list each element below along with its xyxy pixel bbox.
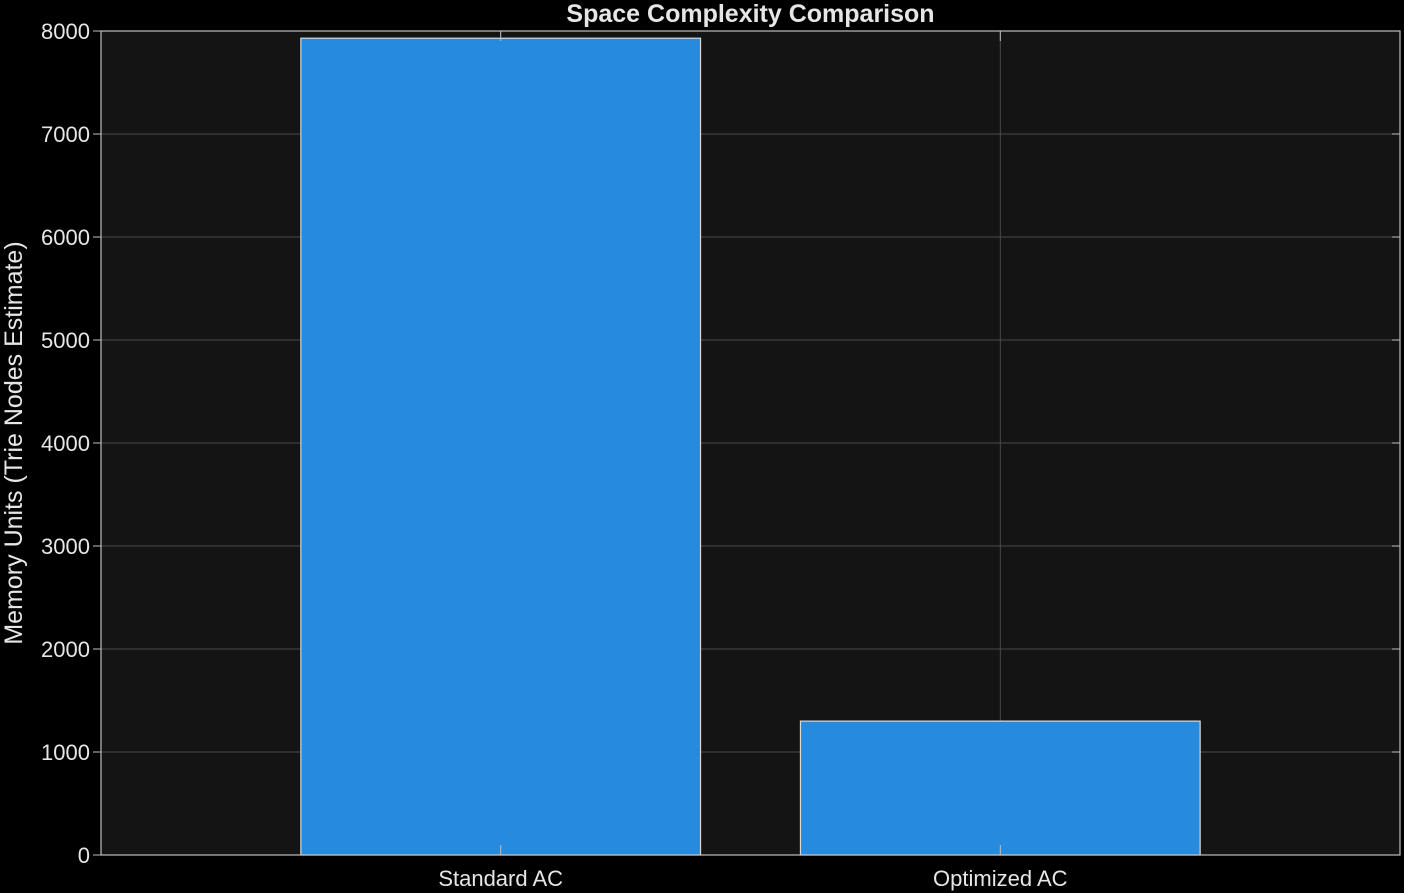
y-tick-label: 6000 [41, 225, 90, 250]
bar-standard-ac [300, 37, 702, 856]
y-tick-label: 0 [78, 843, 90, 868]
x-tick-label: Standard AC [438, 866, 563, 891]
bar-optimized-ac [799, 720, 1201, 856]
y-tick-label: 7000 [41, 122, 90, 147]
axis-ticks: 0 1000 2000 3000 4000 5000 6000 7000 8000 Standar… [41, 19, 1400, 891]
y-tick-label: 1000 [41, 740, 90, 765]
y-tick-label: 3000 [41, 534, 90, 559]
chart-title: Space Complexity Comparison [566, 0, 934, 28]
y-tick-label: 8000 [41, 19, 90, 44]
y-tick-label: 4000 [41, 431, 90, 456]
y-axis-label: Memory Units (Trie Nodes Estimate) [0, 241, 28, 644]
x-tick-label: Optimized AC [933, 866, 1068, 891]
y-tick-label: 5000 [41, 328, 90, 353]
y-tick-label: 2000 [41, 637, 90, 662]
bars [300, 37, 1201, 856]
plot-frame [100, 30, 1401, 856]
